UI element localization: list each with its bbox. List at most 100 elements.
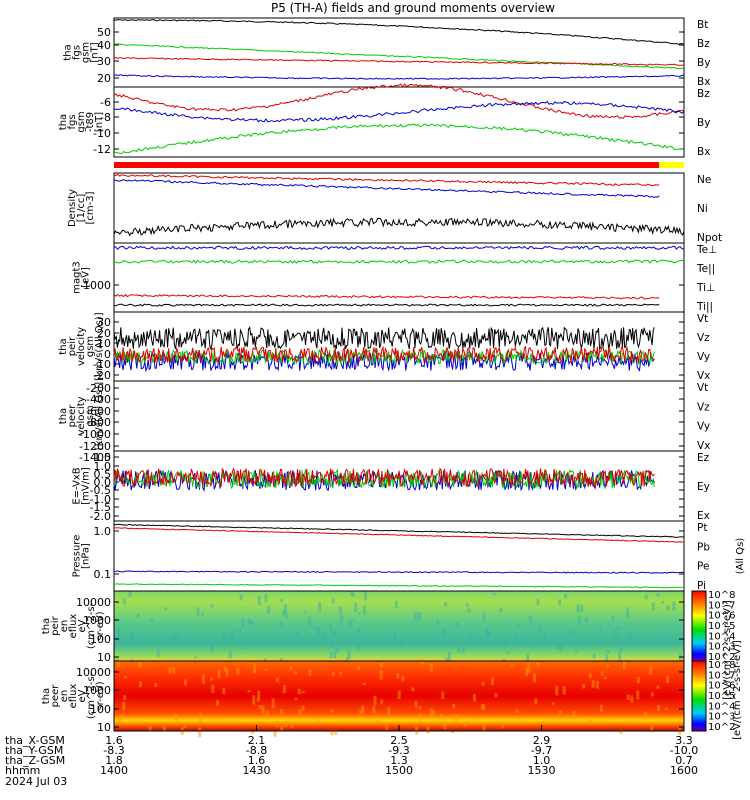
pressure-legend-2: Pe	[697, 561, 709, 573]
peer_velocity-ylabel-line: peer	[67, 404, 78, 428]
peer_spec-texture	[415, 726, 419, 735]
peer_spec-texture	[138, 661, 142, 668]
peer_velocity-ytick-label: -600	[86, 405, 111, 418]
peer_spec-texture	[527, 663, 531, 674]
temperature-legend-3: Ti||	[696, 301, 713, 313]
efield-legend-0: Ez	[697, 452, 710, 464]
xaxis-row-label-2: tha_Z-GSM	[5, 754, 65, 767]
trace-bx	[113, 100, 685, 123]
peir_spec-texture	[618, 650, 622, 661]
peer_spec-texture	[261, 705, 265, 714]
peer_spec-texture	[123, 675, 127, 679]
peer_spec-texture	[217, 669, 221, 679]
peer_spec-texture	[430, 707, 433, 717]
peer_spec-texture	[515, 709, 519, 714]
fgs_gsm_zoom-legend-1: By	[697, 117, 710, 129]
peir_spec-texture	[656, 592, 660, 597]
peir_spec-texture	[322, 631, 326, 640]
temperature-legend-1: Te||	[696, 263, 715, 275]
peer_spec-texture	[588, 673, 592, 679]
pressure-legend-0: Pt	[697, 522, 707, 534]
peir_spec-texture	[619, 647, 623, 651]
peir_spec-texture	[150, 628, 154, 631]
peir_spec-texture	[528, 615, 532, 623]
efield-ytick-label: 1.0	[94, 460, 112, 473]
xaxis-tick-hhmm: 1530	[528, 764, 556, 777]
peir_spec-texture	[558, 599, 562, 606]
fgs_gsm_top-ytick-label: 20	[97, 72, 111, 85]
peir_spec-texture	[357, 626, 361, 632]
peir_spec-texture	[574, 629, 578, 633]
peir_spec-texture	[626, 607, 630, 616]
peer_spec-texture	[275, 720, 279, 727]
peer_spec-texture	[582, 683, 586, 689]
xaxis-tick-hhmm: 1400	[100, 764, 128, 777]
trace-vt	[113, 326, 655, 351]
xaxis-tick-z: 1.8	[105, 754, 123, 767]
trace-bx	[113, 74, 685, 80]
peer_spec-texture	[510, 665, 514, 668]
peer_spec-texture	[138, 665, 141, 668]
colorbar-tick-peer_spec: 10^2	[708, 722, 735, 733]
peer_spec-texture	[339, 672, 343, 676]
peir_spec-texture	[666, 605, 670, 612]
peer_spec-texture	[619, 730, 623, 734]
peir_spec-texture	[651, 602, 655, 610]
peer_spec-texture	[148, 726, 152, 731]
fgs_gsm_zoom-legend-0: Bz	[697, 88, 710, 100]
peer_spec-texture	[222, 688, 226, 695]
peer_velocity-ytick-label: -1200	[79, 440, 111, 453]
colorbar-tick-peer_spec: 10^6	[708, 681, 735, 692]
colorbar-tick-peir_spec: 10^2	[708, 652, 735, 663]
peir_spec-texture	[262, 641, 266, 644]
trace-bt	[114, 19, 685, 46]
peer_spec-texture	[280, 725, 284, 732]
peer_velocity-legend-0: Vt	[697, 382, 708, 394]
peer_spec-texture	[426, 726, 430, 734]
xaxis-row-label-3: hhmm	[5, 764, 40, 777]
fgs_gsm_zoom-ylabel-line: fgs	[67, 114, 78, 129]
peer_velocity-legend-1: Vz	[697, 401, 710, 413]
peer_spec-texture	[603, 676, 607, 680]
peir_spec-texture	[229, 635, 233, 641]
trace-te-perp-blue	[113, 245, 685, 251]
fgs_gsm_zoom-frame	[113, 86, 685, 158]
peer_spec-texture	[359, 709, 363, 715]
peir_spec-texture	[468, 632, 472, 642]
peer_spec-texture	[331, 671, 335, 677]
peir_spec-texture	[661, 636, 665, 642]
trace-bz	[113, 57, 685, 66]
peer_spec-texture	[379, 670, 383, 680]
peir_spec-texture	[448, 651, 452, 662]
temperature-frame	[113, 242, 685, 313]
peir_spec-spectrogram	[114, 591, 684, 661]
peir_velocity-ytick-label: -10	[93, 358, 111, 371]
colorbar-label-2: [eV/(cm^2-s-sr-eV)]	[722, 600, 733, 700]
peir_spec-texture	[239, 593, 243, 601]
peer_spec-texture	[562, 686, 566, 695]
peer_spec-texture	[626, 694, 630, 701]
peir_spec-texture	[628, 632, 632, 641]
peir_spec-texture	[457, 647, 461, 654]
efield-legend-2: Ex	[697, 510, 710, 522]
chart-title: P5 (TH-A) fields and ground moments over…	[271, 1, 555, 15]
peir_spec-ylabel-line: en	[59, 620, 70, 633]
peir_spec-texture	[196, 607, 200, 616]
peir_spec-texture	[303, 611, 307, 614]
colorbar-peir_spec	[691, 590, 707, 662]
peir_spec-texture	[247, 618, 251, 624]
peer_velocity-ytick-label: -800	[86, 416, 111, 429]
peer_spec-texture	[301, 705, 305, 711]
peir_spec-texture	[117, 636, 121, 639]
xaxis-tick-x: 2.9	[533, 734, 551, 747]
peer_spec-texture	[555, 685, 559, 696]
peir_velocity-ytick-label: 10	[97, 337, 111, 350]
panel-efield: 1.51.00.50.0-0.5-1.0-1.5-2.0 E=-VxB[mV/m]…	[72, 450, 710, 523]
peer_spec-texture	[600, 671, 604, 676]
xaxis-tick-x: 2.5	[390, 734, 408, 747]
peer_spec-texture	[123, 695, 127, 700]
peir_spec-texture	[605, 654, 609, 662]
peer_velocity-ylabel-line: [km/s(All Qs)]	[94, 382, 105, 450]
peir_spec-texture	[251, 620, 255, 626]
xaxis-row-label-0: tha_X-GSM	[5, 734, 65, 747]
